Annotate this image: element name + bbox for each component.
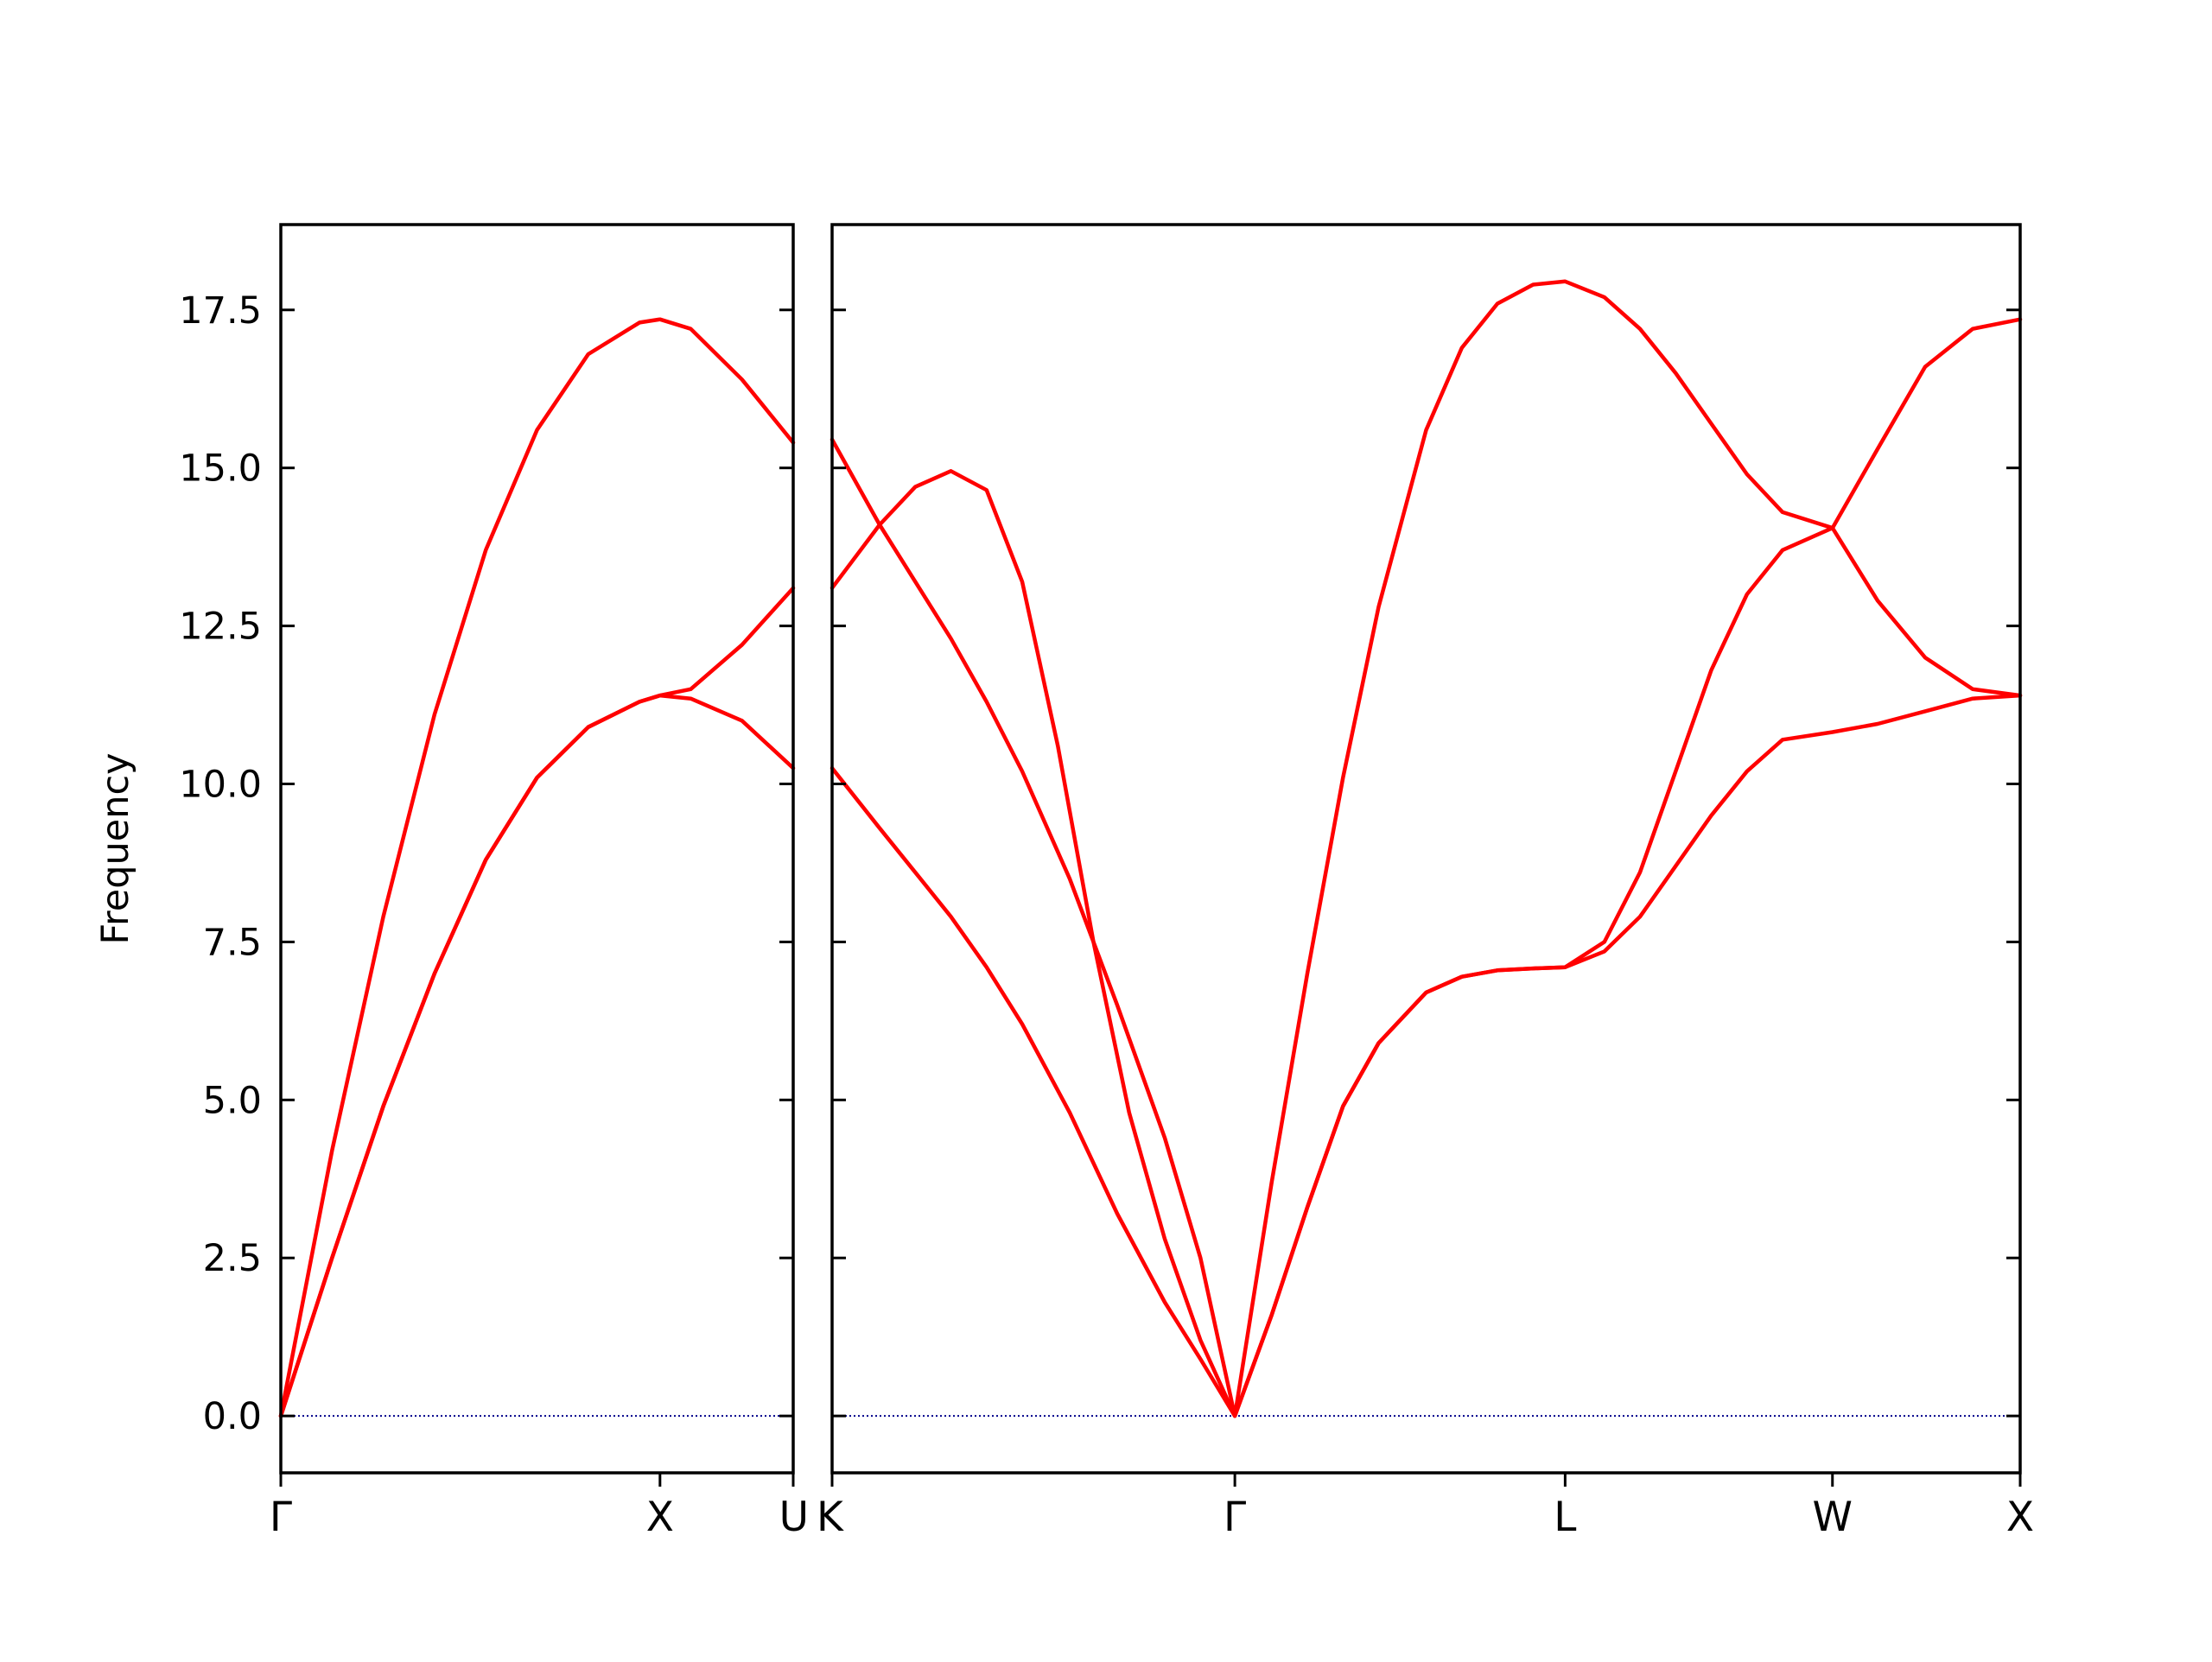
band-line-1 — [278, 317, 796, 1418]
x-tick-label: X — [2006, 1494, 2034, 1541]
x-tick-label: Γ — [1224, 1494, 1246, 1541]
y-tick-label: 7.5 — [203, 921, 262, 964]
x-tick-label: Γ — [270, 1494, 292, 1541]
band-line-2 — [830, 317, 2023, 1418]
x-tick-label: L — [1554, 1494, 1576, 1541]
panel-frame — [279, 223, 795, 1475]
band-line-3 — [278, 586, 796, 1418]
x-tick-label: U — [779, 1494, 809, 1541]
y-tick-label: 12.5 — [179, 606, 262, 649]
y-tick-label: 10.0 — [179, 764, 262, 807]
band-line-3 — [830, 693, 2023, 1418]
y-tick-label: 17.5 — [179, 289, 262, 333]
x-tick-label: X — [646, 1494, 674, 1541]
x-tick-label: W — [1813, 1494, 1853, 1541]
band-line-2 — [278, 693, 796, 1418]
y-tick-label: 0.0 — [203, 1395, 262, 1438]
y-tick-label: 15.0 — [179, 447, 262, 491]
panel-frame — [830, 223, 2022, 1475]
x-tick-label: K — [817, 1494, 844, 1541]
panel-1: 0.0 2.5 5.0 7.5 10.0 12.5 15.0 17.5 Γ X U — [179, 223, 809, 1541]
y-axis-label: Frequency — [94, 752, 137, 944]
band-line-1 — [830, 279, 2023, 1418]
y-tick-label: 2.5 — [203, 1237, 262, 1280]
y-tick-label: 5.0 — [203, 1079, 262, 1122]
